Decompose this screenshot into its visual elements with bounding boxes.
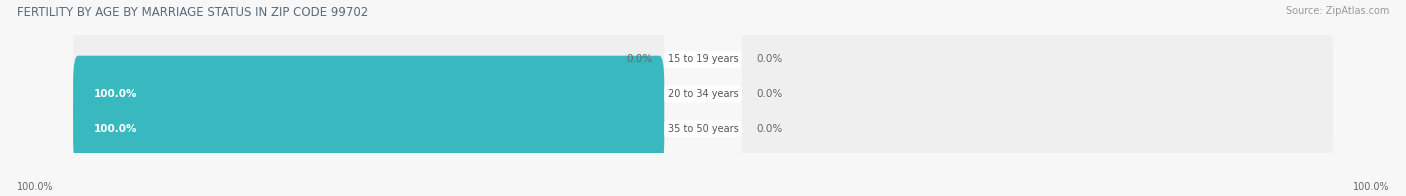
Text: 0.0%: 0.0% (627, 54, 652, 64)
Text: 100.0%: 100.0% (1353, 182, 1389, 192)
Text: 35 to 50 years: 35 to 50 years (668, 124, 738, 134)
FancyBboxPatch shape (73, 56, 664, 132)
Text: 20 to 34 years: 20 to 34 years (668, 89, 738, 99)
FancyBboxPatch shape (742, 56, 1333, 132)
Text: Source: ZipAtlas.com: Source: ZipAtlas.com (1285, 6, 1389, 16)
Text: 100.0%: 100.0% (94, 124, 138, 134)
Text: 0.0%: 0.0% (756, 54, 782, 64)
Text: 0.0%: 0.0% (756, 89, 782, 99)
FancyBboxPatch shape (73, 21, 664, 98)
Text: FERTILITY BY AGE BY MARRIAGE STATUS IN ZIP CODE 99702: FERTILITY BY AGE BY MARRIAGE STATUS IN Z… (17, 6, 368, 19)
FancyBboxPatch shape (742, 21, 1333, 98)
FancyBboxPatch shape (742, 90, 1333, 167)
Text: 100.0%: 100.0% (94, 89, 138, 99)
FancyBboxPatch shape (73, 56, 664, 132)
Text: 100.0%: 100.0% (17, 182, 53, 192)
Text: 15 to 19 years: 15 to 19 years (668, 54, 738, 64)
Text: 0.0%: 0.0% (756, 124, 782, 134)
FancyBboxPatch shape (73, 90, 664, 167)
FancyBboxPatch shape (73, 90, 664, 167)
